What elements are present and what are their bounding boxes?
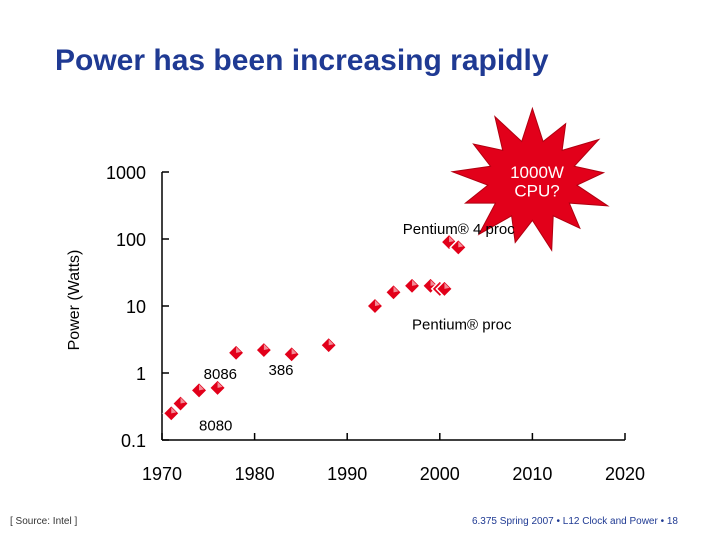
y-tick-label: 10: [126, 297, 146, 317]
data-point-highlight: [180, 397, 186, 404]
x-tick-label: 1970: [142, 464, 182, 484]
data-point-highlight: [171, 407, 177, 414]
x-tick-label: 2000: [420, 464, 460, 484]
data-point: [402, 276, 422, 295]
data-point-highlight: [263, 344, 269, 351]
annotation-label: 8080: [199, 418, 232, 435]
data-point: [384, 283, 403, 302]
slide-title: Power has been increasing rapidly: [55, 44, 549, 77]
chart-axes: 0.1 1 10 100 1000 1970 1980 1990 2000 2010 2020 Pow…: [66, 163, 645, 484]
y-tick-label: 0.1: [121, 431, 146, 451]
y-tick-label: 1000: [106, 163, 146, 183]
annotation-label: Pentium® 4 proc: [403, 221, 515, 238]
data-point: [254, 340, 273, 360]
y-tick-label: 100: [116, 230, 146, 250]
data-point-highlight: [236, 346, 242, 353]
data-point: [189, 381, 209, 400]
source-note: [ Source: Intel ]: [10, 516, 78, 527]
data-point-highlight: [217, 381, 223, 388]
annotation-label: 8086: [204, 366, 237, 383]
x-tick-label: 1980: [235, 464, 275, 484]
data-point-highlight: [444, 282, 450, 289]
data-points: [162, 233, 468, 423]
data-point: [449, 238, 468, 257]
callout-label: CPU?: [514, 181, 559, 200]
data-point-highlight: [449, 236, 455, 243]
annotation-label: Pentium® proc: [412, 316, 512, 333]
x-tick-label: 2020: [605, 464, 645, 484]
x-tick-label: 1990: [327, 464, 367, 484]
data-point-highlight: [430, 279, 436, 286]
data-point-highlight: [374, 300, 380, 306]
data-point-highlight: [291, 348, 297, 355]
data-point: [435, 279, 454, 298]
data-point-highlight: [328, 339, 334, 346]
data-point-highlight: [393, 286, 399, 293]
data-point: [162, 404, 181, 423]
data-point: [319, 336, 338, 355]
annotation-label: 386: [268, 362, 293, 379]
data-point-highlight: [458, 241, 464, 248]
y-tick-label: 1: [136, 364, 146, 384]
data-point-highlight: [412, 279, 418, 286]
data-point: [227, 343, 246, 362]
data-point: [365, 296, 385, 316]
x-tick-label: 2010: [512, 464, 552, 484]
data-point: [171, 394, 190, 413]
callout-burst-group: [450, 106, 610, 252]
y-axis-title: Power (Watts): [66, 250, 83, 351]
data-point: [208, 378, 227, 397]
callout-label: 1000W: [510, 163, 564, 182]
data-point-highlight: [199, 384, 205, 391]
explosion-burst: [450, 106, 610, 252]
slide-footer: 6.375 Spring 2007 • L12 Clock and Power …: [471, 516, 678, 527]
annotation-labels: 8086 8080 386 Pentium® proc Pentium® 4 proc 1…: [199, 163, 564, 435]
data-point: [282, 345, 301, 364]
